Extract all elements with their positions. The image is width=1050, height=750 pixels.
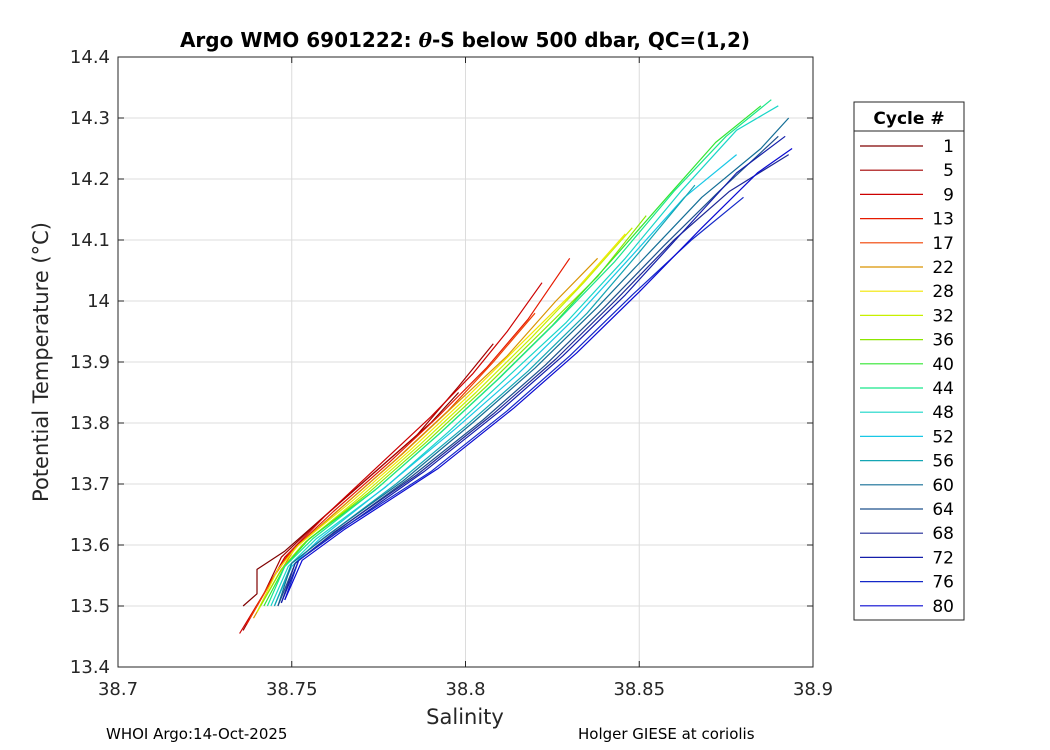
legend-label: 48 xyxy=(932,403,954,423)
series-line-cycle-28 xyxy=(256,233,626,613)
legend-label: 72 xyxy=(932,548,954,568)
x-tick-label: 38.9 xyxy=(793,679,833,700)
legend-label: 44 xyxy=(932,379,954,399)
legend-label: 1 xyxy=(943,137,954,157)
y-tick-label: 13.6 xyxy=(70,535,110,556)
series-layer xyxy=(239,99,793,634)
legend-label: 40 xyxy=(932,355,954,375)
grid-lines xyxy=(118,57,813,667)
series-line-cycle-36 xyxy=(259,215,647,607)
y-tick-label: 14.3 xyxy=(70,108,110,129)
y-axis-label: Potential Temperature (°C) xyxy=(29,222,53,502)
legend-label: 60 xyxy=(932,476,954,496)
legend-title: Cycle # xyxy=(873,109,944,129)
series-line-cycle-1 xyxy=(242,392,460,607)
legend-label: 28 xyxy=(932,282,954,302)
footer-credit-left: WHOI Argo:14-Oct-2025 xyxy=(106,725,288,743)
x-tick-labels: 38.7 38.75 38.8 38.85 38.9 xyxy=(98,679,833,700)
legend-label: 22 xyxy=(932,258,954,278)
legend-label: 76 xyxy=(932,573,954,593)
series-line-cycle-80 xyxy=(284,148,793,601)
legend-label: 9 xyxy=(943,185,954,205)
footer-credit-right: Holger GIESE at coriolis xyxy=(578,725,755,743)
legend-entries: 1 5 9 13 17 22 28 32 36 40 44 48 52 56 60 64 68 72 76 80 xyxy=(860,137,954,617)
legend-label: 5 xyxy=(943,161,954,181)
legend-label: 36 xyxy=(932,331,954,351)
x-axis-label: Salinity xyxy=(426,705,504,729)
y-tick-labels: 13.4 13.5 13.6 13.7 13.8 13.9 14 14.1 14.2 14.3 14… xyxy=(70,47,110,678)
x-tick-label: 38.85 xyxy=(613,679,665,700)
y-tick-label: 13.8 xyxy=(70,413,110,434)
series-line-cycle-48 xyxy=(270,105,779,607)
legend: Cycle # 1 5 9 13 17 22 28 32 36 40 44 48 52 56 60 64 68 7… xyxy=(853,101,965,621)
y-tick-label: 14.4 xyxy=(70,47,110,68)
legend-label: 17 xyxy=(932,234,954,254)
x-tick-label: 38.7 xyxy=(98,679,138,700)
y-tick-label: 14.2 xyxy=(70,169,110,190)
y-tick-label: 14 xyxy=(87,291,110,312)
series-line-cycle-68 xyxy=(280,154,790,604)
y-tick-label: 13.9 xyxy=(70,352,110,373)
chart-title: Argo WMO 6901222: θ-S below 500 dbar, QC… xyxy=(180,28,750,52)
legend-label: 80 xyxy=(932,597,954,617)
legend-label: 13 xyxy=(932,210,954,230)
axis-ticks xyxy=(117,56,814,668)
legend-label: 64 xyxy=(932,500,954,520)
x-tick-label: 38.8 xyxy=(445,679,485,700)
y-tick-label: 13.7 xyxy=(70,474,110,495)
x-tick-label: 38.75 xyxy=(266,679,318,700)
y-tick-label: 13.4 xyxy=(70,657,110,678)
series-line-cycle-44 xyxy=(266,99,772,607)
y-tick-label: 13.5 xyxy=(70,596,110,617)
legend-label: 32 xyxy=(932,306,954,326)
legend-label: 68 xyxy=(932,524,954,544)
y-tick-label: 14.1 xyxy=(70,230,110,251)
series-line-cycle-60 xyxy=(277,117,790,607)
legend-label: 52 xyxy=(932,427,954,447)
legend-label: 56 xyxy=(932,452,954,472)
